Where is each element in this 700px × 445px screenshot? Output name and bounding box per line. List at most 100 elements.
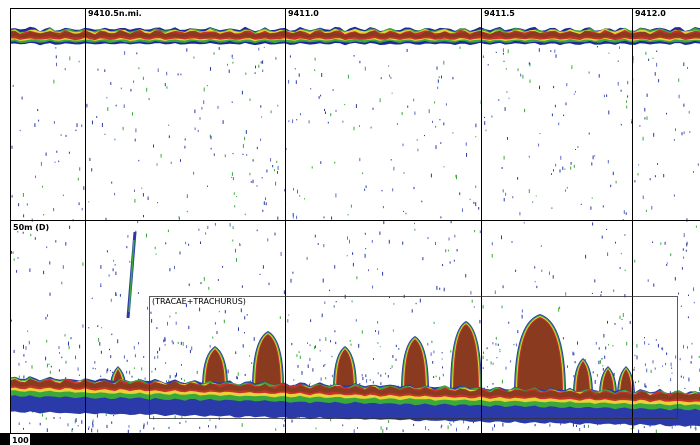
echo-speck [65,360,67,364]
echo-speck [534,266,536,269]
echo-speck [626,341,628,346]
echo-speck [105,413,107,416]
echo-speck [627,95,629,98]
echo-speck [437,86,439,89]
echo-speck [653,132,655,137]
echo-speck [427,237,429,240]
echo-speck [143,423,145,427]
echo-speck [111,333,113,336]
echo-speck [296,119,298,121]
echo-speck [28,340,30,345]
echo-speck [210,67,211,71]
echo-speck [434,101,436,104]
echo-speck [459,192,461,195]
echo-speck [422,257,424,261]
echo-speck [309,357,311,361]
echo-speck [442,366,443,369]
echo-speck [466,153,467,157]
echo-speck [615,180,617,184]
echo-speck [314,69,316,72]
echo-speck [197,129,199,133]
echo-speck [439,287,441,290]
echo-speck [592,371,594,374]
echo-speck [683,233,685,238]
echo-speck [652,241,654,243]
echo-speck [56,150,58,153]
echo-speck [378,330,380,335]
echo-speck [377,268,378,270]
echo-speck [11,319,12,322]
echo-speck [91,428,93,433]
echo-speck [172,341,174,345]
echo-speck [431,340,433,344]
echo-speck [517,330,519,334]
echo-speck [577,146,579,148]
echo-speck [406,48,408,52]
echo-speck [683,344,684,349]
echo-speck [524,108,526,113]
echo-speck [661,347,663,350]
echo-speck [364,188,366,191]
echo-speck [101,327,103,329]
echo-speck [324,301,326,304]
echo-speck [213,52,215,55]
echo-speck [549,271,550,275]
echo-speck [106,250,108,253]
echo-speck [114,138,116,141]
echo-speck [419,298,421,303]
echo-speck [512,196,514,199]
echo-speck [664,241,666,245]
echo-speck [673,139,675,141]
echo-speck [126,359,128,362]
echo-speck [453,420,455,423]
school-box [149,296,678,419]
echo-speck [137,292,139,294]
school-layer [405,340,425,393]
echo-speck [680,305,682,307]
echo-speck [392,355,394,358]
echo-speck [469,198,471,201]
echo-speck [155,253,157,255]
echo-speck [65,134,67,137]
echo-speck [100,283,102,287]
echo-speck [425,426,427,430]
echo-speck [415,302,417,305]
echo-speck [377,321,379,324]
echo-speck [218,47,220,50]
echo-speck [559,169,561,173]
echo-speck [291,419,293,423]
echo-speck [147,196,149,200]
echo-speck [510,360,512,363]
echo-speck [555,163,557,167]
echo-speck [277,104,279,107]
echo-speck [194,127,196,131]
echo-speck [83,186,85,190]
echo-speck [602,205,604,208]
echo-speck [251,362,253,364]
echo-speck [132,112,133,116]
echo-speck [224,310,226,314]
echo-speck [19,129,21,132]
echo-speck [393,303,395,305]
echo-speck [645,51,647,55]
echo-speck [486,359,488,361]
echo-speck [157,350,159,354]
echo-speck [607,160,609,164]
echo-speck [475,202,477,207]
echo-speck [379,346,381,348]
echo-speck [49,370,51,374]
echo-speck [54,161,56,163]
echo-speck [380,374,382,377]
echo-speck [645,209,647,212]
echo-speck [634,180,636,183]
echo-speck [62,194,64,197]
echo-speck [435,145,437,150]
echo-speck [564,168,566,170]
surface-core [10,30,700,39]
echo-speck [314,345,316,348]
echo-speck [617,81,619,86]
echo-speck [693,287,695,292]
echo-speck [646,116,648,120]
echo-speck [487,64,489,66]
echo-speck [256,185,258,187]
